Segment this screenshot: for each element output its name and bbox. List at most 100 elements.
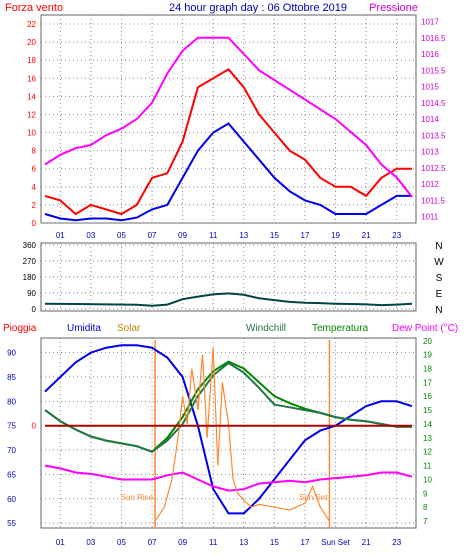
right-tick-label: 9 (423, 489, 428, 498)
right-tick-label: 15 (423, 406, 432, 415)
chart-title: 24 hour graph day : 06 Ottobre 2019 (169, 2, 347, 14)
left-tick-label: 180 (23, 273, 37, 282)
right-tick-label: 1015.5 (421, 66, 446, 75)
right-tick-label: 8 (423, 503, 428, 512)
left-tick-label: 360 (23, 241, 37, 250)
compass-letter: N (435, 241, 442, 252)
x-tick-label: 19 (331, 231, 340, 240)
series-3 (44, 344, 413, 522)
x-tick-label: 07 (148, 231, 157, 240)
x-tick-label: 03 (86, 538, 95, 547)
right-tick-label: 14 (423, 420, 432, 429)
right-tick-label: 1013.5 (421, 131, 446, 140)
right-tick-label: 13 (423, 434, 432, 443)
x-tick-label: 13 (239, 538, 248, 547)
x-tick-label: 01 (56, 538, 65, 547)
left-tick-label: 8 (32, 147, 37, 156)
right-tick-label: 19 (423, 351, 432, 360)
x-tick-label: 17 (301, 538, 310, 547)
compass-letter: N (435, 305, 442, 316)
right-tick-label: 10 (423, 475, 432, 484)
right-axis-label: Pressione (369, 2, 418, 14)
left-tick-label: 16 (27, 74, 36, 83)
left-tick-label: 60 (7, 495, 16, 504)
right-tick-label: 20 (423, 337, 432, 346)
left-tick-label: 270 (23, 257, 37, 266)
x-tick-label: 05 (117, 538, 126, 547)
legend-item: Dew Point (°C) (392, 323, 458, 334)
right-tick-label: 16 (423, 392, 432, 401)
left-tick-label: 90 (7, 349, 16, 358)
x-tick-label: 03 (86, 231, 95, 240)
sun-marker-label: Sun Rise (121, 493, 154, 502)
x-tick-label: 05 (117, 231, 126, 240)
sun-markers: Sun Rise Sun Set (121, 340, 331, 528)
right-tick-label: 12 (423, 448, 432, 457)
x-tick-label: 09 (178, 231, 187, 240)
x-ticks-3: 01 03 05 07 09 11 13 15 17 Sun Set 21 23 (56, 538, 402, 547)
x-tick-label: 11 (209, 231, 218, 240)
right-tick-label: 1017 (421, 18, 439, 27)
right-ticks-3: 7 8 9 10 11 12 13 14 15 16 17 18 19 20 (423, 337, 432, 526)
series-line-pressione (44, 36, 413, 198)
series-line-solar (154, 347, 330, 522)
right-tick-label: 1016.5 (421, 34, 446, 43)
left-tick-label: 18 (27, 56, 36, 65)
left-tick-label: 0 (32, 305, 37, 314)
x-tick-label: 09 (178, 538, 187, 547)
right-tick-label: 1014.5 (421, 99, 446, 108)
right-tick-label: 17 (423, 378, 432, 387)
series-1 (44, 36, 413, 222)
legend-item: Pioggia (3, 323, 37, 334)
plot-area-3 (40, 337, 417, 529)
left-tick-label: 90 (27, 289, 36, 298)
x-tick-label: 21 (362, 231, 371, 240)
x-tick-label: 17 (301, 231, 310, 240)
series-line-dew-point-c- (44, 464, 413, 492)
left-tick-label: 2 (32, 201, 37, 210)
x-tick-label: 11 (209, 538, 218, 547)
series-line-direzione-vento (44, 292, 413, 307)
left-tick-label: 22 (27, 20, 36, 29)
left-tick-label: 85 (7, 373, 16, 382)
right-tick-label: 1013 (421, 148, 439, 157)
x-tick-label: Sun Set (321, 538, 350, 547)
left-tick-label: 6 (32, 165, 37, 174)
right-tick-label: 1014 (421, 115, 439, 124)
series-line-raffica (44, 122, 412, 222)
left-tick-label: 12 (27, 110, 36, 119)
right-tick-label: 18 (423, 365, 432, 374)
legend-3: Pioggia Umidita Solar Windchill Temperatura D… (3, 323, 458, 334)
left-tick-label: 4 (32, 183, 37, 192)
left-ticks-3: 55 60 65 70 75 80 85 90 0 (7, 349, 36, 529)
series-line-forza-vento (44, 68, 412, 216)
left-axis-label: Forza vento (5, 2, 63, 14)
x-tick-label: 15 (270, 231, 279, 240)
right-tick-label: 1016 (421, 50, 439, 59)
right-tick-label: 1012 (421, 180, 439, 189)
x-tick-label: 13 (239, 231, 248, 240)
left-tick-label: 20 (27, 38, 36, 47)
left-ticks-2: 0 90 180 270 360 (23, 241, 37, 314)
x-tick-label: 23 (392, 538, 401, 547)
left-tick-label: 55 (7, 519, 16, 528)
left-ticks-1: 0 2 4 6 8 10 12 14 16 18 20 22 (27, 20, 36, 228)
legend-item: Umidita (67, 323, 101, 334)
right-tick-label: 11 (423, 462, 432, 471)
legend-item: Windchill (246, 323, 286, 334)
x-tick-label: 07 (148, 538, 157, 547)
right-tick-label: 1012.5 (421, 164, 446, 173)
series-2 (44, 292, 413, 307)
grid-1 (41, 15, 416, 224)
left-tick-label: 80 (7, 397, 16, 406)
right-ticks-1: 1011 1011.5 1012 1012.5 1013 1013.5 1014 1014.5… (421, 18, 446, 222)
pioggia-tick-label: 0 (32, 422, 37, 431)
x-tick-label: 23 (392, 231, 401, 240)
right-tick-label: 1015 (421, 83, 439, 92)
series-line-umidita (44, 344, 413, 515)
left-tick-label: 75 (7, 422, 16, 431)
left-tick-label: 65 (7, 470, 16, 479)
compass-letter: S (436, 273, 443, 284)
